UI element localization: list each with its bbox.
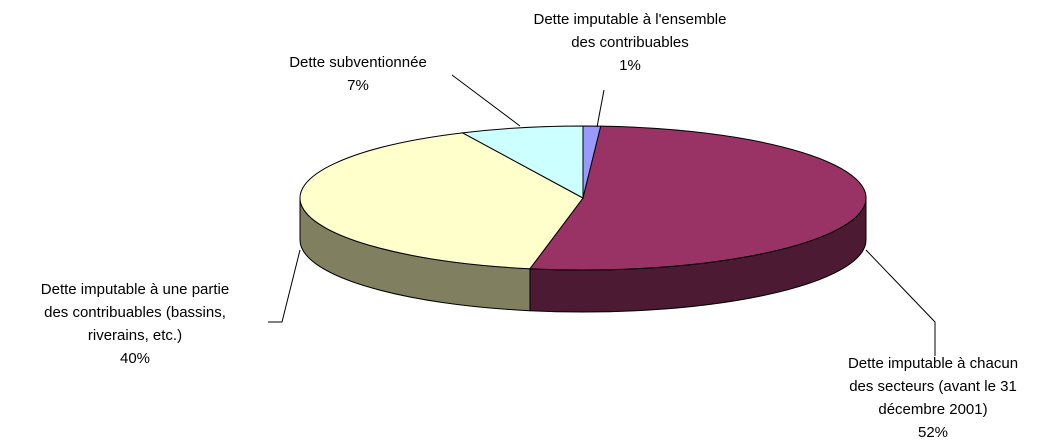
slice-label: des contribuables xyxy=(571,34,689,51)
slice xyxy=(460,125,584,199)
value-label: 52% xyxy=(918,424,948,441)
slice-label: des secteurs (avant le 31 xyxy=(849,378,1017,395)
leader-line xyxy=(268,249,301,323)
value-label: 40% xyxy=(120,350,150,367)
value-label: 7% xyxy=(347,77,369,94)
value-label: 1% xyxy=(619,57,641,74)
slice xyxy=(529,125,867,271)
leader-line xyxy=(865,249,936,356)
leader-line xyxy=(451,74,521,127)
slice xyxy=(299,132,584,270)
slice-label: Dette imputable à une partie xyxy=(41,281,229,298)
slice-label: riverains, etc.) xyxy=(88,327,182,344)
slice-label: des contribuables (bassins, xyxy=(44,304,226,321)
leader-line xyxy=(596,89,605,128)
slice-label: décembre 2001) xyxy=(878,401,987,418)
slice-label: Dette imputable à chacun xyxy=(848,355,1018,372)
slice-label: Dette subventionnée xyxy=(289,54,427,71)
slice-label: Dette imputable à l'ensemble xyxy=(534,11,727,28)
pie xyxy=(299,125,867,313)
